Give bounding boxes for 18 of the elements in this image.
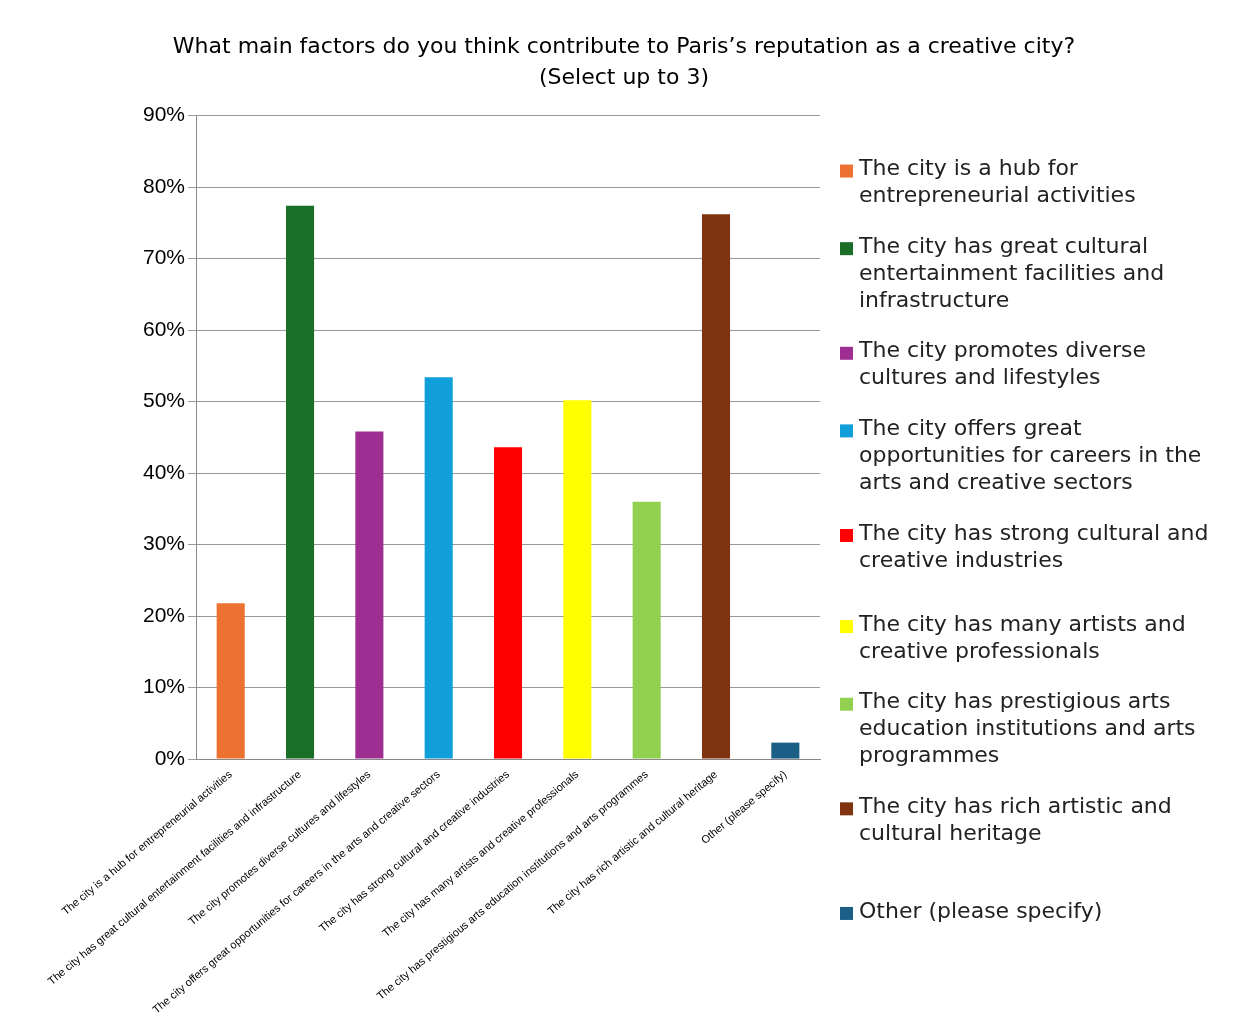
y-tick-label: 90% [143, 102, 186, 126]
legend-label: The city has prestigious arts education institutions and arts programmes [858, 688, 1196, 768]
y-tick-label: 30% [143, 531, 186, 555]
legend-label: The city offers great opportunities for careers in the arts and creative sectors [858, 415, 1202, 495]
y-tick-label: 80% [143, 173, 186, 197]
y-tick-label: 0% [154, 745, 186, 769]
y-tick-label: 10% [143, 674, 186, 698]
legend-label: The city has many artists and creative professionals [858, 610, 1186, 663]
legend-label: The city has strong cultural and creative industries [858, 519, 1209, 572]
y-tick-label: 70% [143, 245, 186, 269]
y-tick-label: 50% [143, 388, 186, 412]
y-tick-label: 60% [143, 316, 186, 340]
y-tick-label: 20% [143, 602, 186, 626]
legend-label: The city is a hub for entrepreneurial activities [858, 155, 1136, 208]
y-tick-label: 40% [143, 459, 186, 483]
legend-label: The city has great cultural entertainment facilities and infrastructure [858, 232, 1165, 312]
legend-label: The city promotes diverse cultures and lifestyles [858, 337, 1146, 390]
chart-title: What main factors do you think contribute to Paris’s reputation as a creative city? (Select up to 3) [171, 32, 1077, 91]
